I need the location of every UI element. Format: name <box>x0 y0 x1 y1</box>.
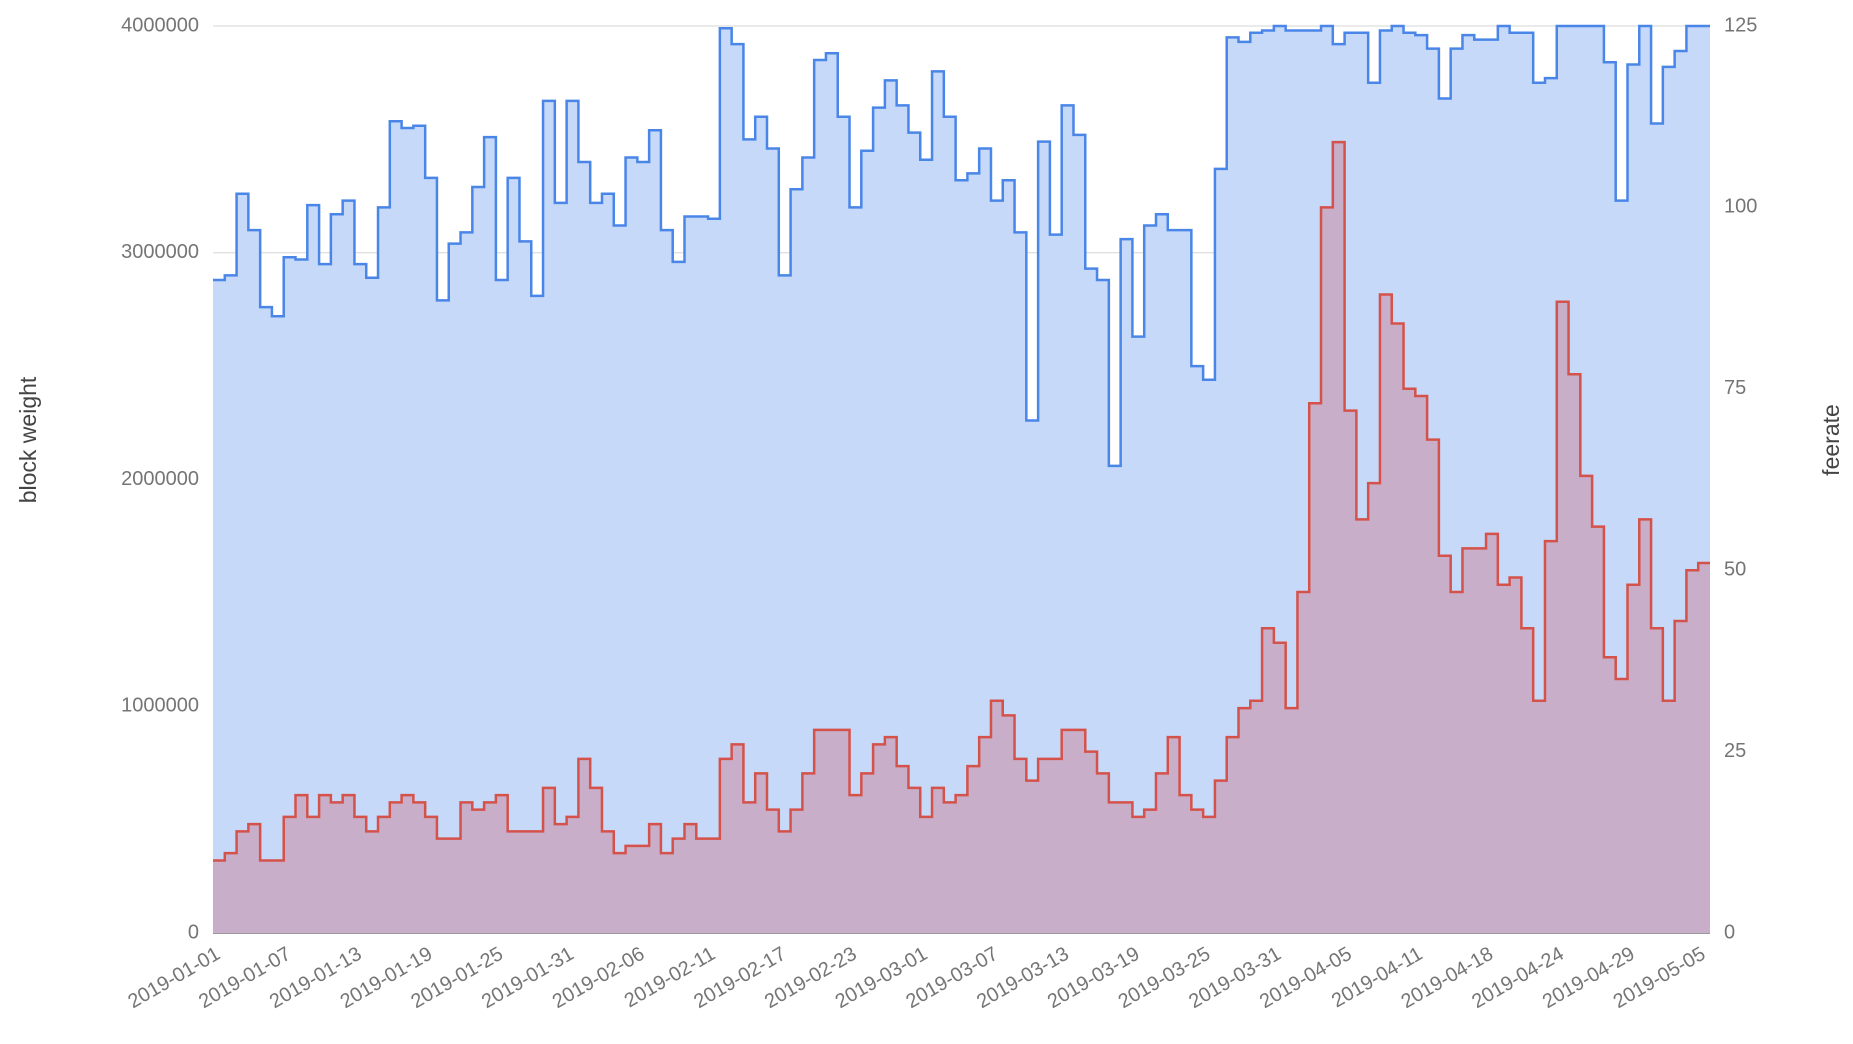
line <box>213 140 1710 862</box>
y-tick-label: 2000000 <box>121 468 199 490</box>
y2-tick-label: 50 <box>1724 558 1746 580</box>
y2-tick-label: 100 <box>1724 196 1757 218</box>
y-tick-label: 1000000 <box>121 695 199 717</box>
line <box>213 24 1710 468</box>
y-tick-label: 3000000 <box>121 241 199 263</box>
y-tick-label: 0 <box>188 921 199 943</box>
y2-tick-label: 125 <box>1724 14 1757 36</box>
y2-axis-title: feerate <box>1818 404 1844 476</box>
y-axis-title: block weight <box>15 376 41 503</box>
area <box>213 142 1710 933</box>
y2-tick-label: 0 <box>1724 921 1735 943</box>
y2-tick-label: 75 <box>1724 377 1746 399</box>
y2-tick-label: 25 <box>1724 740 1746 762</box>
y-tick-label: 4000000 <box>121 14 199 36</box>
